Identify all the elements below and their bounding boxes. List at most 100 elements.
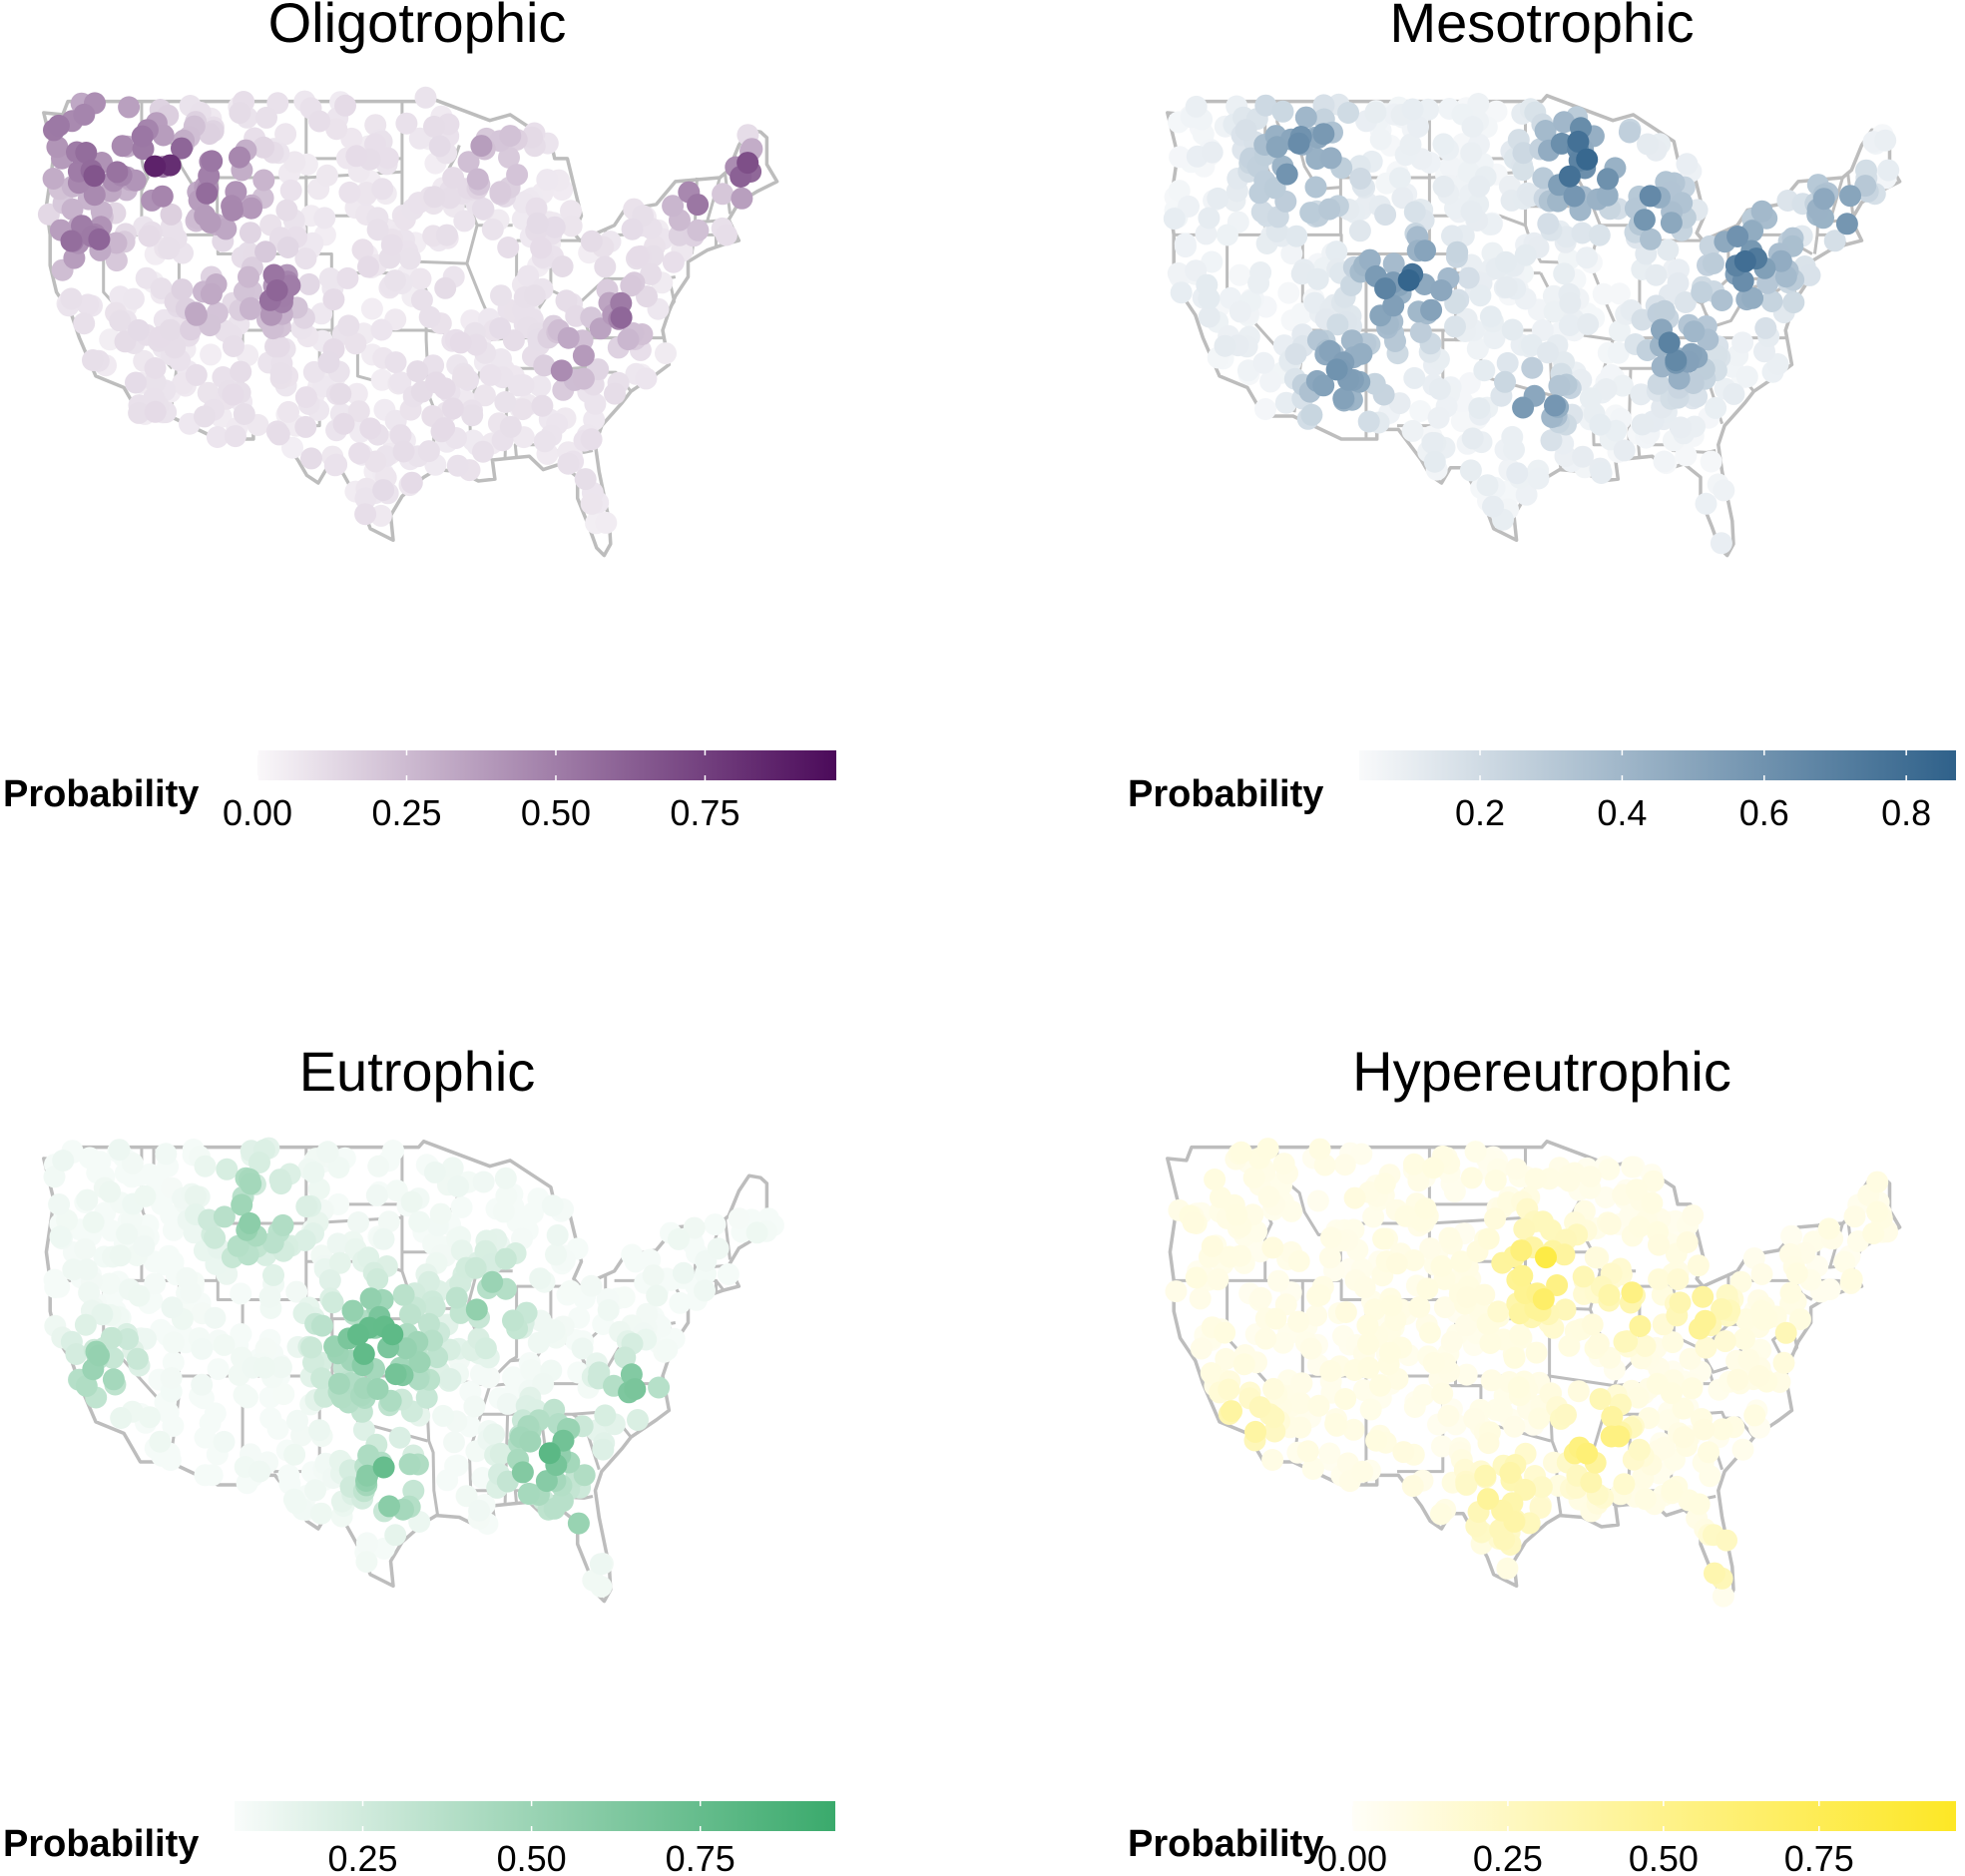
lake-point (442, 167, 465, 190)
lake-point (470, 135, 493, 158)
panel-title: Eutrophic (299, 1040, 536, 1103)
lake-point (1534, 120, 1557, 142)
lake-point (410, 288, 433, 311)
lake-point (354, 487, 377, 510)
legend-tick-label: 0.50 (521, 792, 591, 833)
lake-point (73, 103, 96, 126)
lake-point (473, 384, 496, 407)
lake-point (687, 219, 710, 241)
lake-point (1676, 1231, 1699, 1253)
lake-point (535, 1470, 558, 1493)
lake-point (384, 1524, 407, 1547)
lake-point (294, 386, 317, 409)
lake-point (372, 1227, 395, 1250)
lake-point (1646, 1372, 1669, 1395)
lake-point (1640, 228, 1662, 250)
lake-point (1459, 459, 1482, 482)
lake-point (1750, 1262, 1773, 1285)
lake-point (357, 255, 379, 278)
lake-point (1280, 242, 1303, 265)
lake-point (229, 146, 250, 169)
lake-point (355, 1532, 378, 1555)
lake-point (1494, 250, 1517, 273)
lake-points-mesotrophic (1163, 93, 1900, 555)
lake-point (434, 276, 457, 299)
lake-point (283, 151, 306, 174)
lake-point (731, 187, 753, 210)
lake-point (436, 1469, 459, 1492)
lake-point (1743, 1404, 1766, 1427)
lake-point (398, 1453, 421, 1476)
lake-point (269, 1356, 292, 1379)
lake-point (127, 318, 150, 341)
lake-point (259, 1407, 282, 1430)
lake-point (1461, 116, 1484, 138)
lake-point (1514, 243, 1537, 266)
lake-point (1324, 1413, 1347, 1435)
lake-point (694, 1279, 716, 1302)
lake-point (1284, 342, 1307, 365)
lake-point (231, 1193, 253, 1216)
lake-point (1741, 286, 1764, 309)
lake-point (1228, 263, 1251, 286)
lake-point (1407, 116, 1429, 138)
lake-point (1421, 431, 1444, 454)
lake-point (465, 1298, 488, 1321)
lake-point (43, 1268, 66, 1291)
lake-point (144, 1272, 167, 1295)
lake-point (1731, 331, 1754, 354)
lake-point (308, 1419, 330, 1442)
lake-point (1214, 1321, 1236, 1344)
lake-point (646, 1284, 669, 1307)
lake-point (1450, 1250, 1473, 1273)
lake-point (574, 468, 597, 491)
lake-point (1427, 406, 1450, 429)
lake-point (1532, 1288, 1555, 1310)
lake-point (1397, 268, 1420, 291)
lake-point (1548, 374, 1571, 397)
lake-point (1198, 305, 1221, 328)
lake-point (1866, 1171, 1889, 1193)
lake-point (1402, 1249, 1425, 1271)
lake-point (1418, 1321, 1441, 1344)
lake-point (125, 371, 147, 394)
lake-point (91, 1303, 114, 1326)
lake-point (1553, 262, 1576, 285)
lake-point (1698, 1441, 1719, 1464)
lake-point (302, 1161, 325, 1183)
lake-point (262, 1263, 284, 1286)
lake-point (1312, 123, 1335, 146)
lake-point (1261, 1236, 1284, 1259)
lake-point (1496, 1557, 1519, 1580)
lake-point (1257, 1185, 1280, 1208)
lake-point (1318, 198, 1341, 221)
lake-point (254, 240, 277, 263)
legend-title: Probability (1128, 773, 1323, 815)
lake-point (683, 1216, 706, 1239)
lake-point (227, 1234, 249, 1257)
lake-point (117, 1328, 139, 1350)
lake-point (1477, 1227, 1500, 1250)
lake-point (1479, 305, 1502, 328)
lake-point (1308, 1138, 1331, 1161)
lake-point (1576, 1442, 1599, 1465)
lake-point (354, 503, 377, 526)
legend-tick-label: 0.6 (1739, 792, 1789, 833)
lake-point (1207, 187, 1229, 210)
lake-point (627, 1409, 649, 1431)
lake-point (489, 181, 512, 204)
lake-point (1711, 1298, 1733, 1320)
lake-point (1174, 233, 1197, 255)
lake-point (1558, 314, 1581, 336)
lake-point (589, 1553, 612, 1576)
lake-point (345, 382, 368, 405)
lake-point (1737, 1348, 1760, 1371)
lake-point (428, 135, 451, 158)
lake-point (1512, 142, 1535, 165)
lake-point (1748, 1365, 1770, 1387)
lake-point (445, 1286, 468, 1309)
lake-point (519, 1430, 542, 1453)
lake-point (378, 1495, 400, 1518)
lake-point (1716, 1529, 1737, 1552)
lake-point (604, 382, 626, 405)
